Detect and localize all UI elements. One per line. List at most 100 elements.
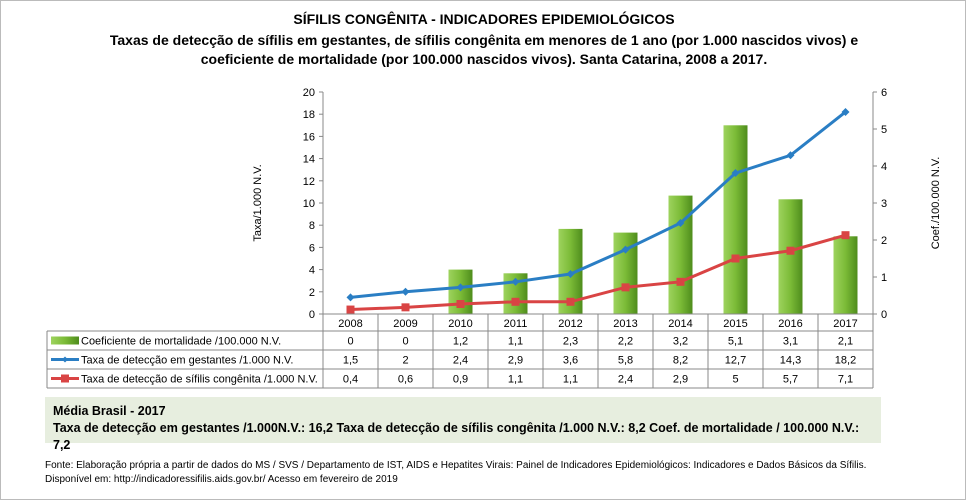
point-congenita xyxy=(346,305,355,314)
legend-key-mortality xyxy=(51,336,79,345)
legend-key-marker xyxy=(62,356,68,363)
table-value: 7,1 xyxy=(838,374,853,386)
y-axis-label: Taxa/1.000 N.V. xyxy=(252,164,264,241)
left-tick-label: 18 xyxy=(303,109,315,121)
table-value: 1,1 xyxy=(508,336,523,348)
table-value: 3,1 xyxy=(783,336,798,348)
table-value: 0 xyxy=(347,336,353,348)
table-value: 0,4 xyxy=(343,374,358,386)
x-tick-label: 2010 xyxy=(448,318,472,330)
point-gestantes xyxy=(566,270,575,279)
legend-label: Coeficiente de mortalidade /100.000 N.V. xyxy=(81,336,281,348)
table-value: 2,2 xyxy=(618,336,633,348)
x-tick-label: 2014 xyxy=(668,318,692,330)
left-tick-label: 16 xyxy=(303,131,315,143)
table-value: 3,2 xyxy=(673,336,688,348)
table-value: 1,2 xyxy=(453,336,468,348)
x-tick-label: 2011 xyxy=(504,318,528,330)
table-value: 1,5 xyxy=(343,355,358,367)
table-value: 2,1 xyxy=(838,336,853,348)
point-congenita xyxy=(731,254,740,263)
average-values: Taxa de detecção em gestantes /1.000N.V.… xyxy=(53,421,860,452)
point-gestantes xyxy=(346,293,355,302)
x-tick-label: 2015 xyxy=(723,318,747,330)
table-value: 3,6 xyxy=(563,355,578,367)
legend-label: Taxa de detecção em gestantes /1.000 N.V… xyxy=(81,355,293,367)
x-tick-label: 2012 xyxy=(558,318,582,330)
x-tick-label: 2009 xyxy=(393,318,417,330)
point-gestantes xyxy=(731,169,740,178)
point-congenita xyxy=(456,300,465,309)
right-tick-label: 4 xyxy=(881,161,887,173)
left-tick-label: 10 xyxy=(303,198,315,210)
left-tick-label: 8 xyxy=(309,220,315,232)
legend-label: Taxa de detecção de sífilis congênita /1… xyxy=(81,374,318,386)
point-congenita xyxy=(621,283,630,292)
point-congenita xyxy=(401,303,410,312)
table-value: 8,2 xyxy=(673,355,688,367)
point-gestantes xyxy=(511,277,520,286)
table-value: 0,6 xyxy=(398,374,413,386)
table-value: 0 xyxy=(402,336,408,348)
table-value: 2 xyxy=(402,355,408,367)
right-tick-label: 0 xyxy=(881,309,887,321)
table-value: 2,3 xyxy=(563,336,578,348)
point-congenita xyxy=(841,231,850,240)
line-gestantes xyxy=(350,110,847,299)
table-value: 5 xyxy=(732,374,738,386)
point-gestantes xyxy=(676,218,685,227)
right-tick-label: 5 xyxy=(881,124,887,136)
table-value: 5,8 xyxy=(618,355,633,367)
left-tick-label: 12 xyxy=(303,176,315,188)
table-value: 0,9 xyxy=(453,374,468,386)
point-gestantes xyxy=(621,245,630,254)
left-tick-label: 4 xyxy=(309,265,315,277)
table-value: 18,2 xyxy=(835,355,856,367)
table-value: 14,3 xyxy=(780,355,801,367)
line-congenita xyxy=(350,233,846,312)
table-value: 1,1 xyxy=(563,374,578,386)
source-line-2: Disponível em: http://indicadoressifilis… xyxy=(45,474,398,485)
table-value: 2,4 xyxy=(453,355,468,367)
right-tick-label: 6 xyxy=(881,87,887,99)
bar-mortality xyxy=(833,236,858,314)
bar-mortality xyxy=(723,125,748,314)
left-tick-label: 20 xyxy=(303,87,315,99)
right-tick-label: 1 xyxy=(881,272,887,284)
point-congenita xyxy=(511,297,520,306)
legend-key-marker xyxy=(61,374,69,383)
point-congenita xyxy=(676,277,685,286)
chart-subtitle: Taxas de detecção de sífilis em gestante… xyxy=(109,32,859,67)
x-tick-label: 2016 xyxy=(778,318,802,330)
table-value: 2,9 xyxy=(673,374,688,386)
table-value: 5,7 xyxy=(783,374,798,386)
point-gestantes xyxy=(786,151,795,160)
point-gestantes xyxy=(841,107,850,116)
left-tick-label: 0 xyxy=(309,309,315,321)
table-value: 2,4 xyxy=(618,374,633,386)
chart-title: SÍFILIS CONGÊNITA - INDICADORES EPIDEMIO… xyxy=(293,11,675,27)
y2-axis-label: Coef./100.000 N.V. xyxy=(930,157,942,250)
table-value: 1,1 xyxy=(508,374,523,386)
x-tick-label: 2017 xyxy=(833,318,857,330)
source-line-1: Fonte: Elaboração própria a partir de da… xyxy=(45,460,867,471)
point-gestantes xyxy=(456,283,465,292)
source-note: Fonte: Elaboração própria a partir de da… xyxy=(45,459,866,487)
right-tick-label: 2 xyxy=(881,235,887,247)
table-value: 2,9 xyxy=(508,355,523,367)
left-tick-label: 14 xyxy=(303,154,315,166)
table-value: 5,1 xyxy=(728,336,743,348)
brazil-average-box: Média Brasil - 2017 Taxa de detecção em … xyxy=(45,397,881,452)
point-congenita xyxy=(786,246,795,255)
left-tick-label: 6 xyxy=(309,242,315,254)
x-tick-label: 2013 xyxy=(613,318,637,330)
x-tick-label: 2008 xyxy=(338,318,362,330)
point-congenita xyxy=(566,297,575,306)
left-tick-label: 2 xyxy=(309,287,315,299)
average-heading: Média Brasil - 2017 xyxy=(53,404,166,418)
table-value: 12,7 xyxy=(725,355,746,367)
bar-mortality xyxy=(778,199,803,314)
right-tick-label: 3 xyxy=(881,198,887,210)
